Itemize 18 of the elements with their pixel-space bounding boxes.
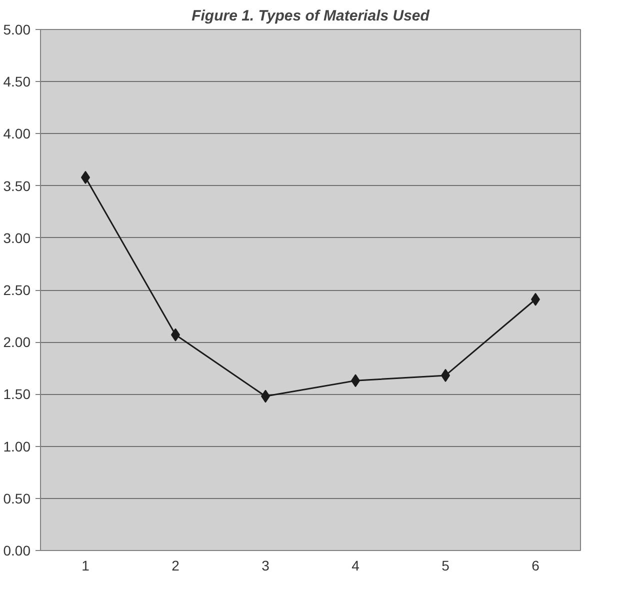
y-tick-label: 1.50 — [3, 386, 31, 402]
y-tick-label: 4.00 — [3, 126, 31, 142]
y-tick-label: 5.00 — [3, 22, 31, 38]
x-tick-label: 6 — [532, 558, 540, 574]
x-tick-label: 5 — [442, 558, 450, 574]
y-tick-label: 2.50 — [3, 282, 31, 298]
x-tick-label: 3 — [262, 558, 270, 574]
x-tick-label: 4 — [352, 558, 360, 574]
y-tick-label: 0.00 — [3, 542, 31, 558]
y-tick-label: 2.00 — [3, 334, 31, 350]
y-tick-label: 1.00 — [3, 438, 31, 454]
y-tick-label: 4.50 — [3, 74, 31, 90]
x-tick-label: 2 — [172, 558, 180, 574]
y-tick-label: 3.00 — [3, 230, 31, 246]
y-tick-label: 0.50 — [3, 490, 31, 506]
y-tick-label: 3.50 — [3, 178, 31, 194]
x-tick-label: 1 — [82, 558, 90, 574]
chart-title: Figure 1. Types of Materials Used — [192, 8, 430, 24]
